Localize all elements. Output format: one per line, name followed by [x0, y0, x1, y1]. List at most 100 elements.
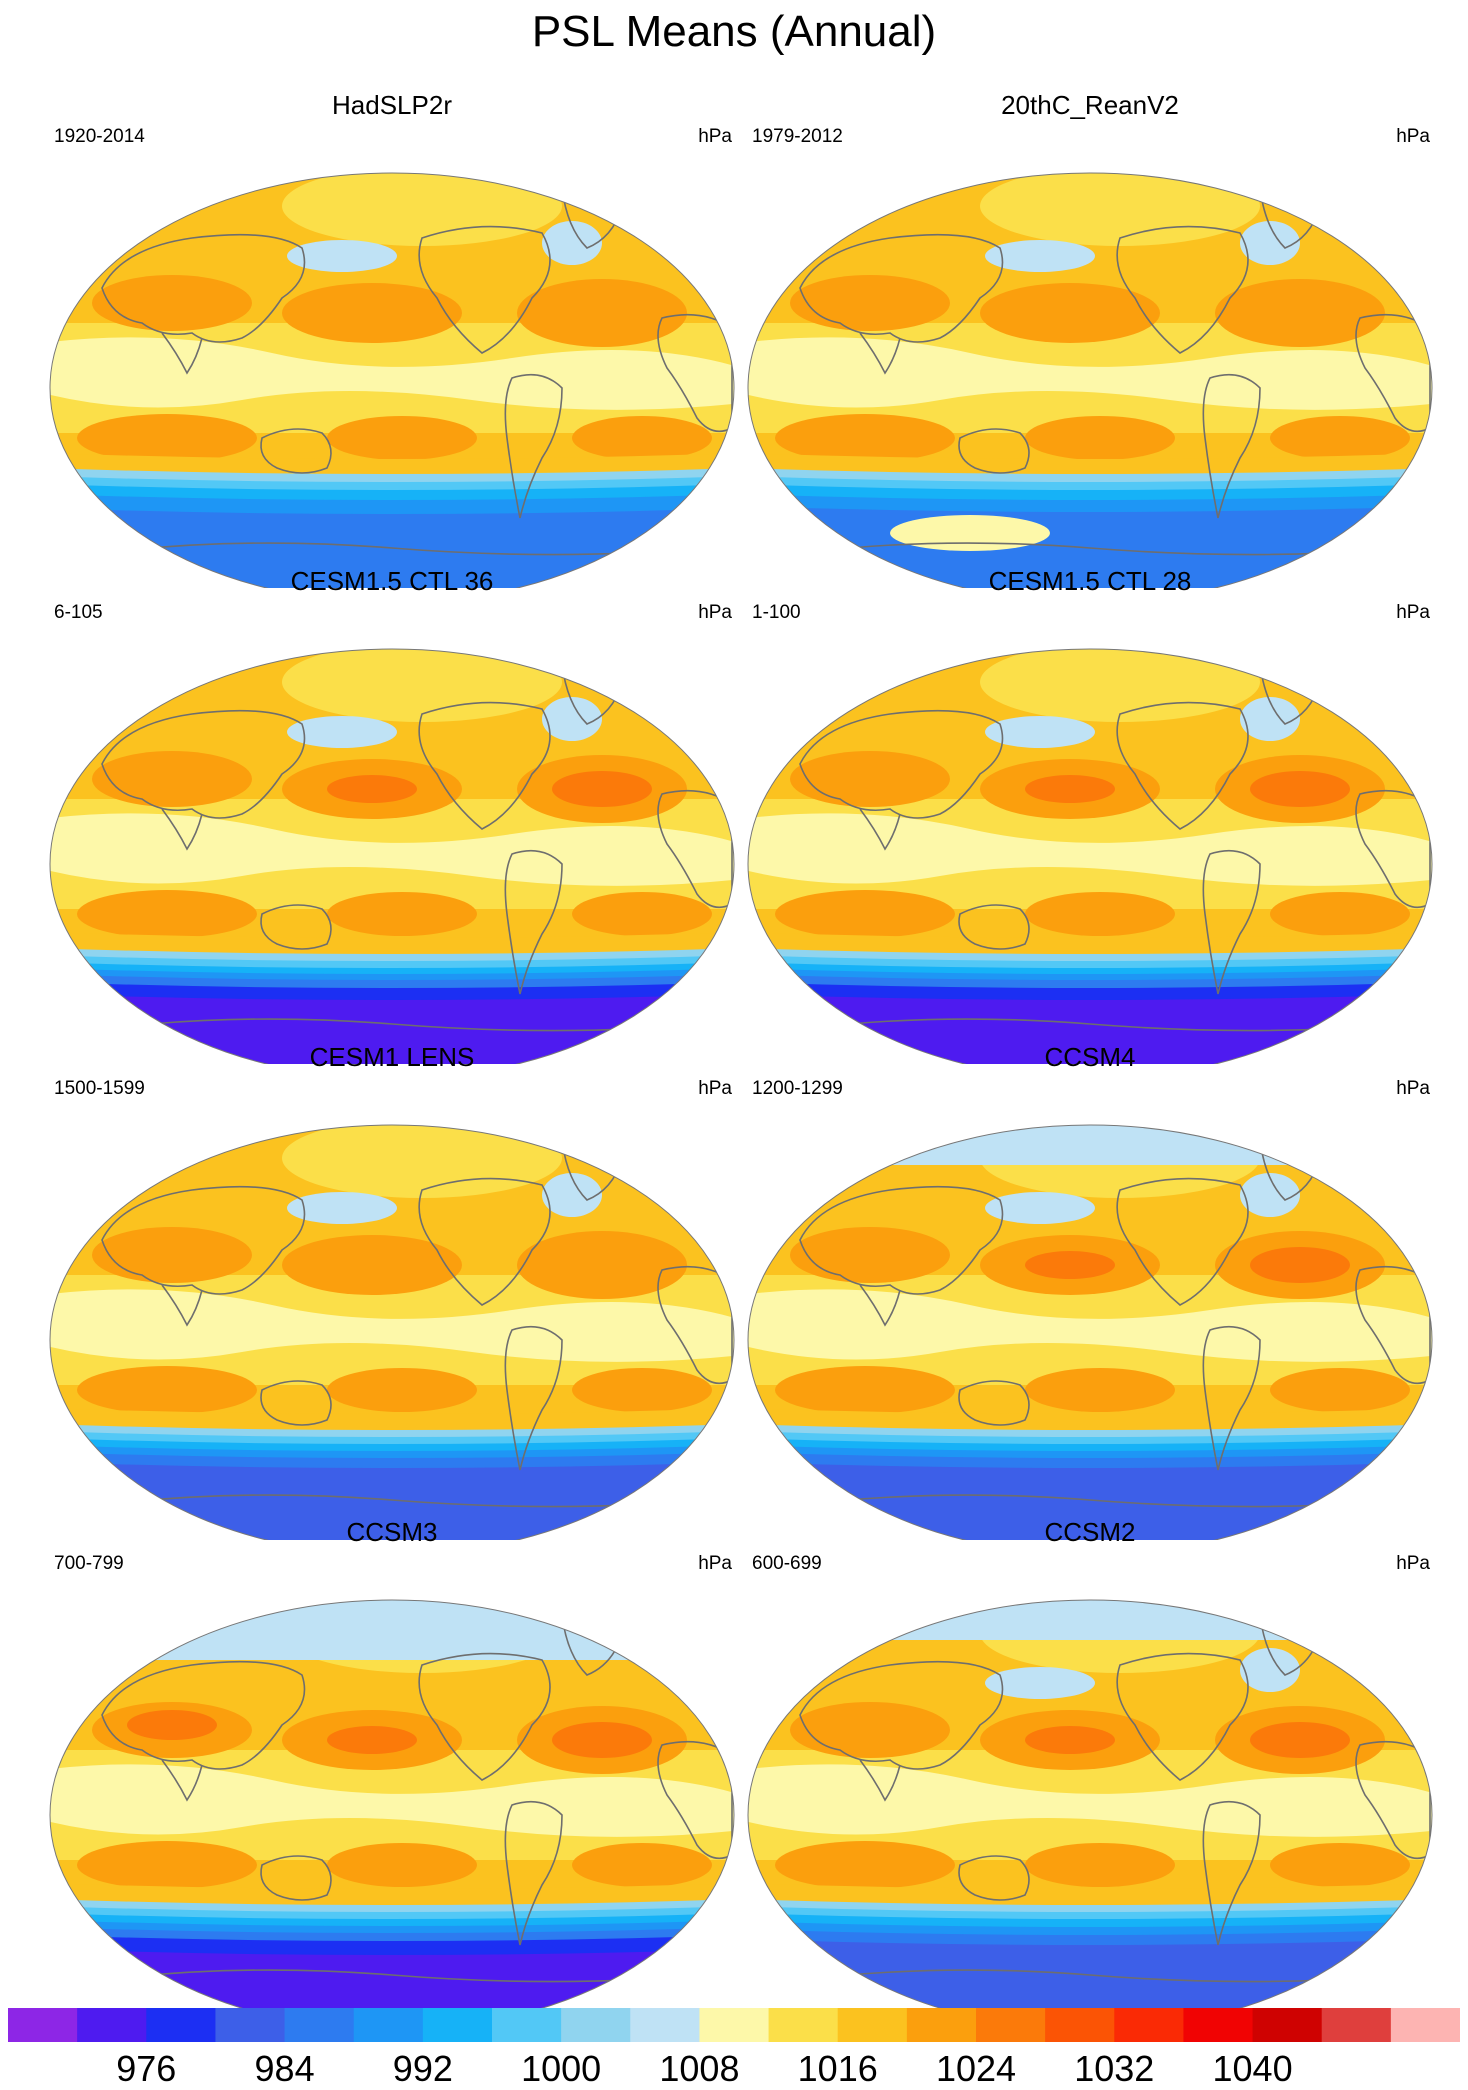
azores-high: [517, 1231, 687, 1299]
eurasia-outline: [799, 709, 1004, 819]
period-label: 1500-1599: [54, 1078, 145, 1099]
map-border: [49, 172, 735, 588]
units-label: hPa: [1396, 1553, 1430, 1574]
colorbar-swatch: [146, 2008, 216, 2042]
south-atlantic-high: [1270, 1843, 1410, 1887]
southern-ocean-band: [748, 1939, 1432, 2015]
antarctica-outline: [799, 1018, 1381, 1032]
panel-title: CESM1.5 CTL 36: [290, 566, 494, 596]
south-pacific-high: [1025, 1843, 1175, 1887]
south-indian-high: [775, 890, 955, 938]
arctic-zone: [980, 173, 1260, 246]
asia-high: [790, 751, 950, 807]
colorbar-swatch: [561, 2008, 631, 2042]
icelandic-low: [542, 697, 602, 741]
north-pacific-high: [282, 283, 462, 343]
antarctica-outline: [101, 542, 683, 556]
australia-outline: [260, 904, 332, 950]
eurasia-outline: [101, 233, 306, 343]
arctic-zone: [282, 1125, 562, 1198]
australia-outline: [958, 904, 1030, 950]
asia-high: [92, 275, 252, 331]
icelandic-low: [1240, 697, 1300, 741]
units-label: hPa: [698, 126, 732, 147]
units-label: hPa: [698, 602, 732, 623]
map-panel: CESM1 LENS 1500-1599 hPa: [42, 1040, 742, 1540]
south-indian-high: [77, 890, 257, 938]
colorbar-tick-label: 1040: [1212, 2048, 1293, 2089]
panel-title: CCSM3: [346, 1517, 438, 1547]
north-america-outline: [1116, 1652, 1249, 1781]
south-america-outline: [504, 1325, 563, 1471]
north-america-outline: [418, 1177, 551, 1306]
india-outline: [161, 332, 203, 375]
azores-high-core: [552, 771, 652, 807]
period-label: 1979-2012: [752, 126, 843, 147]
south-america-outline: [504, 849, 563, 995]
equatorial-low-band: [50, 1289, 734, 1362]
colorbar-swatch: [1045, 2008, 1115, 2042]
india-outline: [859, 1284, 901, 1327]
icelandic-low: [542, 1173, 602, 1217]
map-border: [49, 1124, 735, 1540]
arctic-zone: [282, 649, 562, 722]
australia-outline: [260, 1380, 332, 1426]
panel-title: CESM1 LENS: [309, 1042, 475, 1072]
equatorial-low-band: [50, 337, 734, 410]
australia-outline: [958, 1855, 1030, 1901]
eurasia-outline: [101, 1185, 306, 1295]
asia-high-core: [127, 1710, 217, 1740]
south-pacific-high: [1025, 1368, 1175, 1412]
eurasia-outline: [799, 233, 1004, 343]
panel-title: 20thC_ReanV2: [1001, 90, 1179, 120]
colorbar-tick-label: 992: [392, 2048, 453, 2089]
period-label: 1920-2014: [54, 126, 145, 147]
icelandic-low: [542, 221, 602, 265]
australia-outline: [260, 1855, 332, 1901]
icelandic-low: [1240, 1173, 1300, 1217]
antarctic-high-artifact: [890, 515, 1050, 551]
south-america-outline: [1202, 849, 1261, 995]
psl-map: [49, 648, 735, 1064]
north-pacific-high-core: [1025, 775, 1115, 803]
panel-title: CESM1.5 CTL 28: [988, 566, 1192, 596]
antarctica-outline: [799, 1494, 1381, 1508]
map-border: [747, 172, 1433, 588]
south-atlantic-high: [572, 1368, 712, 1412]
south-atlantic-high: [572, 416, 712, 460]
map-panel: CCSM4 1200-1299 hPa: [740, 1040, 1440, 1540]
north-pacific-high-core: [327, 1726, 417, 1754]
north-america-outline: [1116, 1177, 1249, 1306]
map-border: [747, 648, 1433, 1064]
africa-outline: [657, 1740, 733, 1860]
psl-map: [747, 1599, 1433, 2015]
icelandic-low: [1240, 1648, 1300, 1692]
south-indian-high: [775, 1841, 955, 1889]
map-panel: CESM1.5 CTL 28 1-100 hPa: [740, 564, 1440, 1064]
antarctica-outline: [101, 1494, 683, 1508]
australia-outline: [958, 1380, 1030, 1426]
south-america-outline: [1202, 1325, 1261, 1471]
units-label: hPa: [1396, 602, 1430, 623]
south-atlantic-high: [1270, 1368, 1410, 1412]
aleutian-low: [985, 1667, 1095, 1699]
polar-cap: [748, 1125, 1432, 1165]
asia-high: [790, 275, 950, 331]
psl-map: [49, 172, 735, 588]
colorbar-swatch: [215, 2008, 286, 2042]
equatorial-low-band: [50, 1764, 734, 1837]
africa-outline: [1355, 789, 1431, 909]
asia-high: [92, 1227, 252, 1283]
colorbar-tick-label: 976: [116, 2048, 177, 2089]
colorbar-swatch: [699, 2008, 770, 2042]
india-outline: [161, 808, 203, 851]
north-pacific-high-core: [327, 775, 417, 803]
colorbar-swatch: [1183, 2008, 1254, 2042]
south-america-outline: [1202, 373, 1261, 519]
south-atlantic-high: [1270, 892, 1410, 936]
azores-high-core: [1250, 771, 1350, 807]
australia-outline: [958, 428, 1030, 474]
south-pacific-high: [1025, 416, 1175, 460]
map-border: [747, 1124, 1433, 1540]
equatorial-low-band: [748, 337, 1432, 410]
